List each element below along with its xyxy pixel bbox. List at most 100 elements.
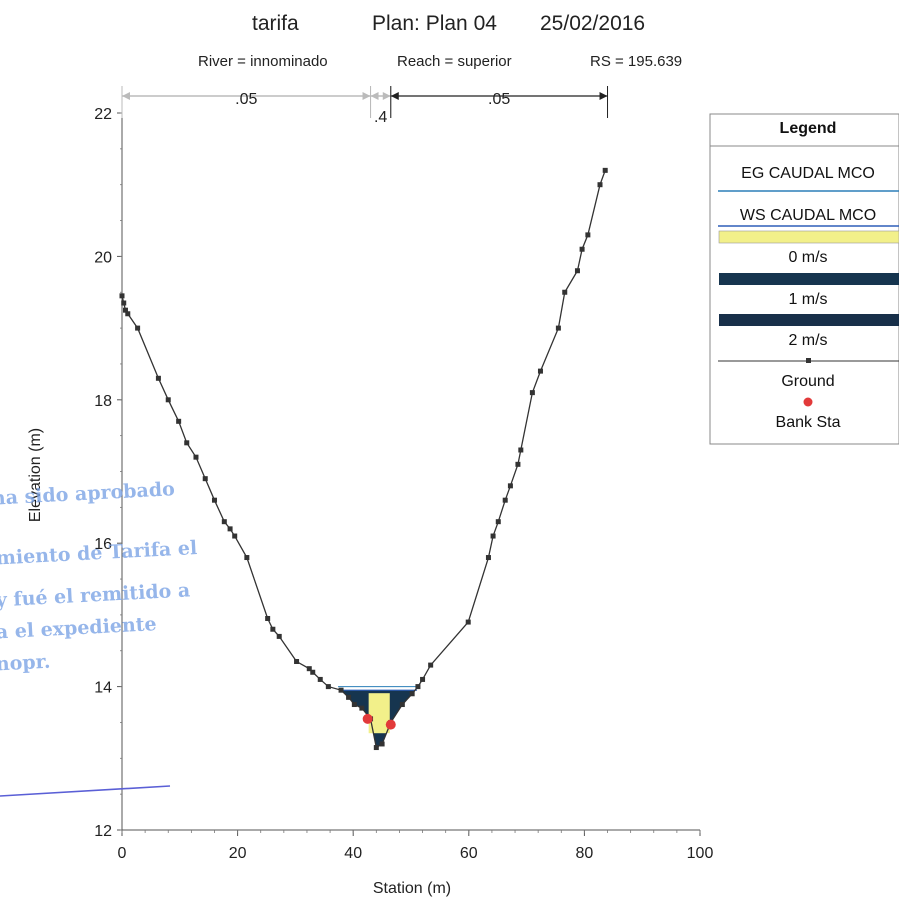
ground-point <box>184 440 190 446</box>
flow-area-light <box>368 693 390 734</box>
ground-point <box>518 447 524 453</box>
legend-label: 2 m/s <box>788 332 827 349</box>
ground-point <box>155 375 161 381</box>
x-tick-label: 0 <box>118 845 127 862</box>
y-tick-label: 12 <box>94 823 112 840</box>
legend-label: EG CAUDAL MCO <box>741 165 875 182</box>
legend-item-2ms: 2 m/s <box>719 314 899 349</box>
ground-point <box>428 662 434 668</box>
ground-point <box>211 497 217 503</box>
subtitle-river: River = innominado <box>198 53 328 70</box>
bank-stations <box>362 713 396 730</box>
legend: Legend EG CAUDAL MCO WS CAUDAL MCO 0 m/s… <box>709 113 899 445</box>
chart-title: tarifa Plan: Plan 04 25/02/2016 <box>252 12 645 35</box>
plot-area <box>121 88 700 831</box>
subtitle-reach: Reach = superior <box>397 53 512 70</box>
manning-arrowhead <box>390 92 399 100</box>
ground-point <box>346 694 352 700</box>
y-tick-label: 16 <box>94 536 112 553</box>
ground-point <box>555 325 561 331</box>
ground-point <box>265 615 271 621</box>
legend-label: Ground <box>781 373 834 390</box>
ground-point <box>119 293 125 299</box>
ground-series <box>119 167 608 751</box>
x-tick-label: 80 <box>576 845 594 862</box>
x-ticks: 0 20 40 60 80 100 <box>118 830 714 862</box>
manning-n-regions: .05 .4 .05 <box>121 86 609 126</box>
ground-point <box>294 659 300 665</box>
ground-point <box>415 684 421 690</box>
approval-stamp: ha sido aprobado miento de Tarifa el y f… <box>0 478 198 797</box>
ground-point <box>495 519 501 525</box>
legend-swatch-bank <box>803 397 813 407</box>
ground-point <box>276 633 282 639</box>
title-name: tarifa <box>252 12 299 35</box>
legend-item-eg: EG CAUDAL MCO <box>718 165 899 192</box>
stamp-line: a el expediente <box>0 613 157 643</box>
legend-label: 0 m/s <box>788 249 827 266</box>
legend-item-ground: Ground <box>718 358 899 390</box>
manning-region: .4 <box>370 86 392 126</box>
manning-arrowhead <box>370 92 379 100</box>
legend-item-0ms: 0 m/s <box>718 230 899 266</box>
x-axis-label: Station (m) <box>373 880 451 897</box>
ground-point <box>485 555 491 561</box>
legend-label: 1 m/s <box>788 291 827 308</box>
ground-point <box>373 745 379 751</box>
ground-point <box>351 702 357 708</box>
ground-point <box>597 182 603 188</box>
stamp-line: miento de Tarifa el <box>0 537 198 570</box>
ground-point <box>244 555 250 561</box>
ground-point <box>227 526 233 532</box>
ground-point <box>122 307 128 313</box>
ground-point <box>585 232 591 238</box>
ground-point <box>515 461 521 467</box>
y-tick-label: 18 <box>94 393 112 410</box>
ground-point <box>317 676 323 682</box>
ground-point <box>325 684 331 690</box>
ground-point <box>537 368 543 374</box>
ground-point <box>507 483 513 489</box>
manning-n-label: .05 <box>488 91 510 108</box>
ground-point <box>176 418 182 424</box>
x-tick-label: 40 <box>344 845 362 862</box>
ground-point <box>502 497 508 503</box>
ground-point <box>579 246 585 252</box>
ground-point <box>379 741 385 747</box>
ground-point <box>359 705 365 711</box>
legend-item-ws: WS CAUDAL MCO <box>718 207 899 227</box>
manning-n-label: .4 <box>374 109 387 126</box>
ground-point <box>202 476 208 482</box>
ground-point <box>399 702 405 708</box>
legend-label: WS CAUDAL MCO <box>740 207 876 224</box>
ground-point <box>270 626 276 632</box>
chart-subtitle: River = innominado Reach = superior RS =… <box>198 53 682 70</box>
ground-point <box>529 390 535 396</box>
subtitle-rs: RS = 195.639 <box>590 53 682 70</box>
manning-region: .05 <box>121 86 372 118</box>
stamp-line: nopr. <box>0 651 51 676</box>
manning-n-label: .05 <box>235 91 257 108</box>
x-tick-label: 100 <box>687 845 714 862</box>
ground-point <box>574 268 580 274</box>
bank-station-point <box>362 713 373 724</box>
legend-item-1ms: 1 m/s <box>719 273 899 308</box>
ground-point <box>420 676 426 682</box>
legend-swatch-ground-marker <box>806 358 811 363</box>
legend-label: Bank Sta <box>776 414 841 431</box>
legend-title: Legend <box>780 120 837 137</box>
signature-stroke <box>0 785 171 797</box>
ground-point <box>306 666 312 672</box>
ground-point <box>338 687 344 693</box>
water-area <box>338 686 419 748</box>
manning-arrowhead <box>362 92 371 100</box>
legend-swatch-0ms <box>718 230 899 244</box>
ground-point <box>125 311 131 317</box>
y-ticks: 12 14 16 18 20 22 <box>94 106 122 840</box>
ground-point <box>165 397 171 403</box>
legend-swatch-1ms <box>719 273 899 285</box>
ground-point <box>121 300 127 306</box>
ground-point <box>409 691 415 697</box>
manning-arrowhead <box>599 92 608 100</box>
